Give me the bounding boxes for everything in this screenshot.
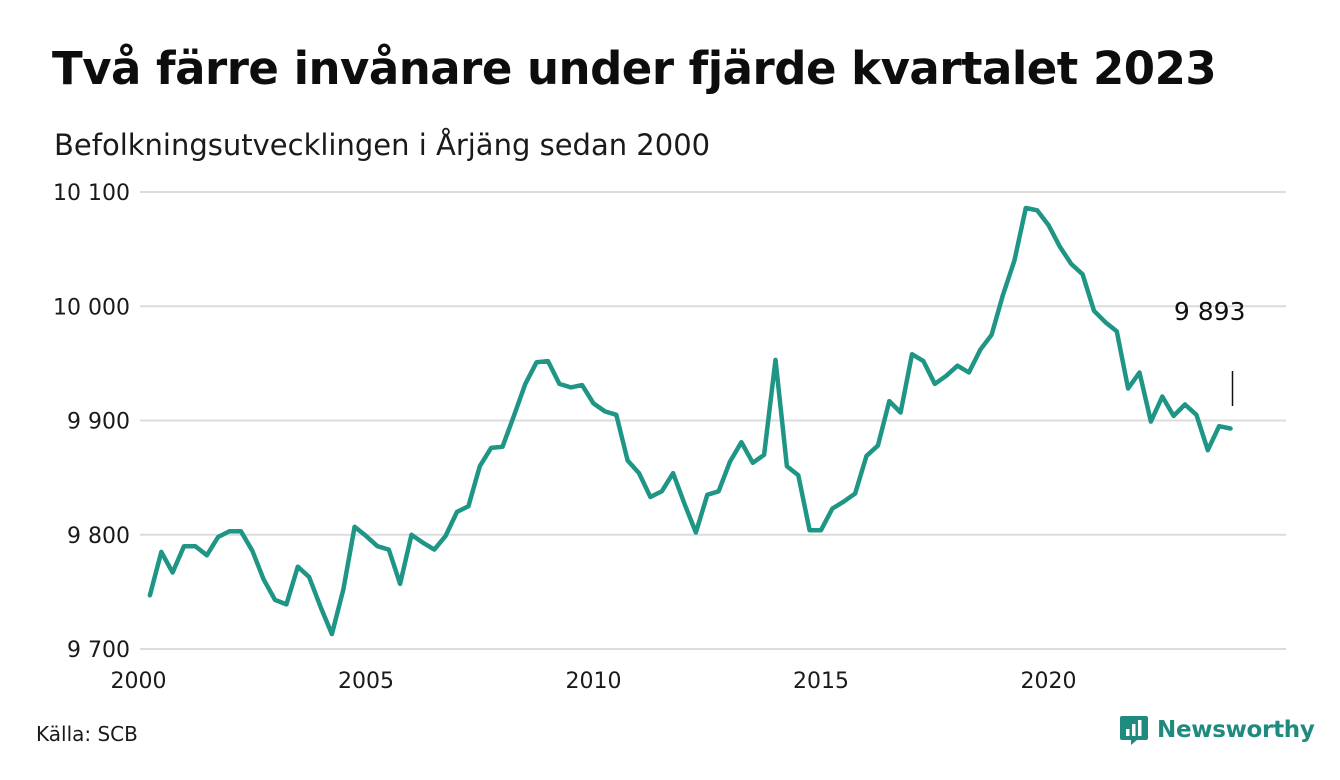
x-tick-label: 2020 bbox=[1021, 669, 1077, 694]
y-tick-label: 9 800 bbox=[67, 524, 130, 549]
brand-name: Newsworthy bbox=[1157, 717, 1315, 743]
chart-title: Två färre invånare under fjärde kvartale… bbox=[52, 42, 1217, 95]
series-line bbox=[147, 205, 1233, 637]
x-tick-label: 2015 bbox=[793, 669, 849, 694]
chart-subtitle: Befolkningsutvecklingen i Årjäng sedan 2… bbox=[54, 128, 711, 162]
source-note: Källa: SCB bbox=[36, 722, 138, 746]
y-tick-label: 9 900 bbox=[67, 410, 130, 435]
y-tick-label: 10 100 bbox=[53, 181, 130, 206]
brand-logo: Newsworthy bbox=[1119, 714, 1315, 746]
y-tick-label: 9 700 bbox=[67, 638, 130, 663]
annotation-label: 9 893 bbox=[1174, 297, 1246, 326]
y-tick-label: 10 000 bbox=[53, 295, 130, 320]
x-tick-label: 2005 bbox=[338, 669, 394, 694]
x-tick-label: 2000 bbox=[111, 669, 167, 694]
line-chart: 10 100 10 000 9 900 9 800 9 700 2000 2005 2010 2… bbox=[53, 181, 1286, 694]
x-tick-label: 2010 bbox=[566, 669, 622, 694]
newsworthy-logo-icon bbox=[1120, 716, 1148, 745]
